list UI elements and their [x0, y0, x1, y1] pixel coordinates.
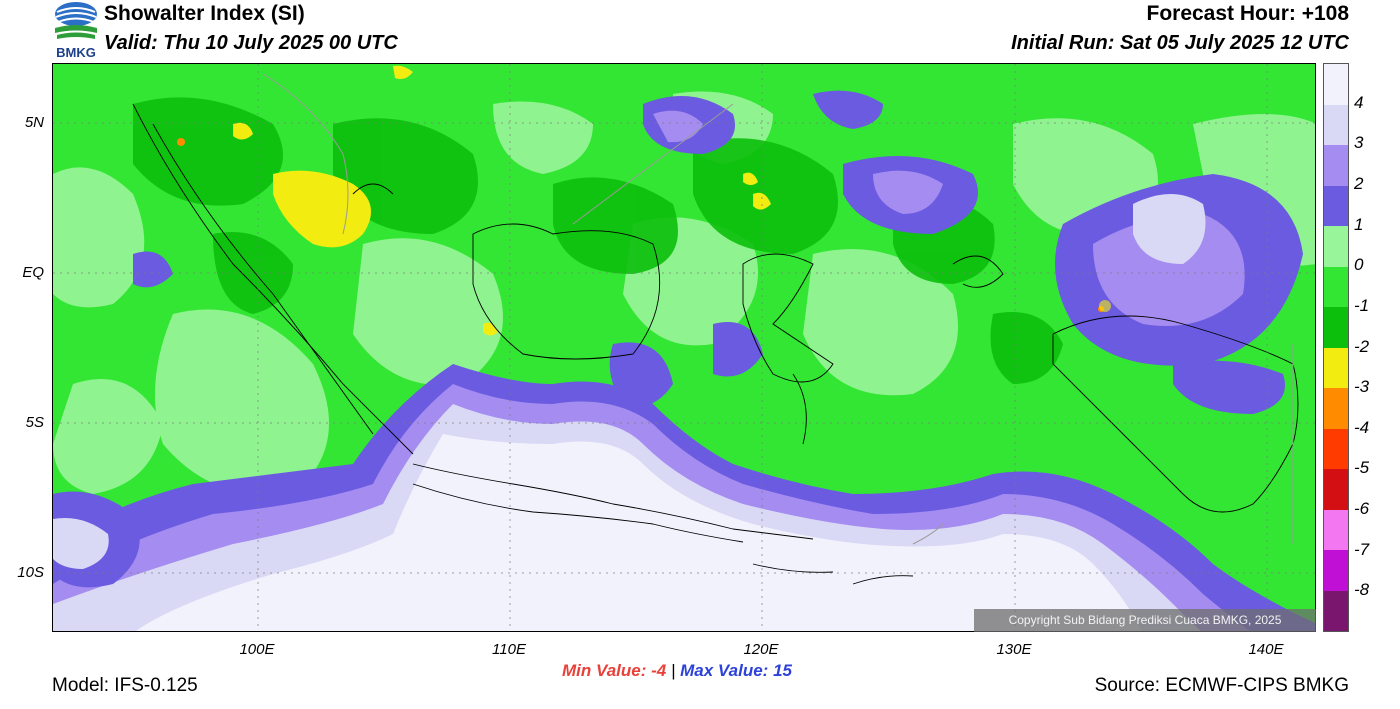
colorbar-label: -3 — [1354, 377, 1370, 397]
colorbar-label: 1 — [1354, 214, 1364, 234]
colorbar-label: -1 — [1354, 295, 1370, 315]
source-label: Source: ECMWF-CIPS BMKG — [1094, 675, 1349, 696]
lat-label-10s: 10S — [17, 564, 44, 581]
colorbar-label: -6 — [1354, 499, 1370, 519]
colorbar-segment — [1324, 347, 1348, 388]
violet-patches — [653, 110, 1245, 326]
colorbar-segment — [1324, 185, 1348, 226]
colorbar-segment — [1324, 145, 1348, 186]
colorbar-segment — [1324, 266, 1348, 307]
initial-run: Initial Run: Sat 05 July 2025 12 UTC — [1011, 32, 1349, 54]
colorbar-segment — [1324, 388, 1348, 429]
colorbar — [1323, 63, 1349, 632]
lon-label-140e: 140E — [1248, 641, 1284, 658]
copyright-notice: Copyright Sub Bidang Prediksi Cuaca BMKG… — [974, 609, 1316, 632]
colorbar-label: -7 — [1354, 539, 1370, 559]
colorbar-label: -4 — [1354, 417, 1370, 437]
colorbar-segment — [1324, 307, 1348, 348]
lavender-patches — [1133, 194, 1206, 264]
colorbar-segment — [1324, 226, 1348, 267]
colorbar-label: 0 — [1354, 255, 1364, 275]
min-value: -4 — [651, 661, 667, 680]
colorbar-segment — [1324, 104, 1348, 145]
forecast-hour: Forecast Hour: +108 — [1146, 2, 1350, 25]
colorbar-segment — [1324, 469, 1348, 510]
lat-label-5n: 5N — [24, 114, 44, 131]
colorbar-label: 2 — [1354, 173, 1364, 193]
south-light-purple — [135, 434, 1142, 631]
chart-title: Showalter Index (SI) — [104, 2, 305, 25]
map-panel — [52, 63, 1316, 632]
lon-label-130e: 130E — [996, 641, 1032, 658]
bmkg-logo: BMKG — [55, 2, 97, 60]
max-value: 15 — [773, 661, 792, 680]
logo-text: BMKG — [56, 45, 96, 60]
unstable-spots — [177, 65, 1111, 336]
lat-label-5s: 5S — [25, 414, 44, 431]
graticule — [53, 64, 1315, 631]
colorbar-segment — [1324, 64, 1348, 105]
colorbar-label: -8 — [1354, 580, 1370, 600]
model-label: Model: IFS-0.125 — [52, 675, 198, 696]
min-max-values: Min Value: -4 | Max Value: 15 — [562, 661, 792, 681]
colorbar-segment — [1324, 428, 1348, 469]
colorbar-segment — [1324, 590, 1348, 631]
colorbar-segment — [1324, 509, 1348, 550]
colorbar-segment — [1324, 550, 1348, 591]
separator: | — [670, 661, 676, 680]
lon-label-110e: 110E — [492, 641, 526, 658]
colorbar-label: -2 — [1354, 336, 1370, 356]
lon-label-100e: 100E — [239, 641, 275, 658]
colorbar-label: 4 — [1354, 92, 1364, 112]
lon-label-120e: 120E — [743, 641, 779, 658]
colorbar-label: -5 — [1354, 458, 1370, 478]
borders — [262, 73, 1294, 545]
dark-green-patches — [133, 97, 1063, 384]
colorbar-label: 3 — [1354, 133, 1364, 153]
coastlines — [132, 103, 1299, 585]
west-lavender-patch — [53, 518, 109, 569]
showalter-field-map — [53, 64, 1315, 631]
valid-time: Valid: Thu 10 July 2025 00 UTC — [104, 32, 398, 54]
lat-label-eq: EQ — [22, 264, 44, 281]
min-label: Min Value: — [562, 661, 647, 680]
max-label: Max Value: — [680, 661, 769, 680]
